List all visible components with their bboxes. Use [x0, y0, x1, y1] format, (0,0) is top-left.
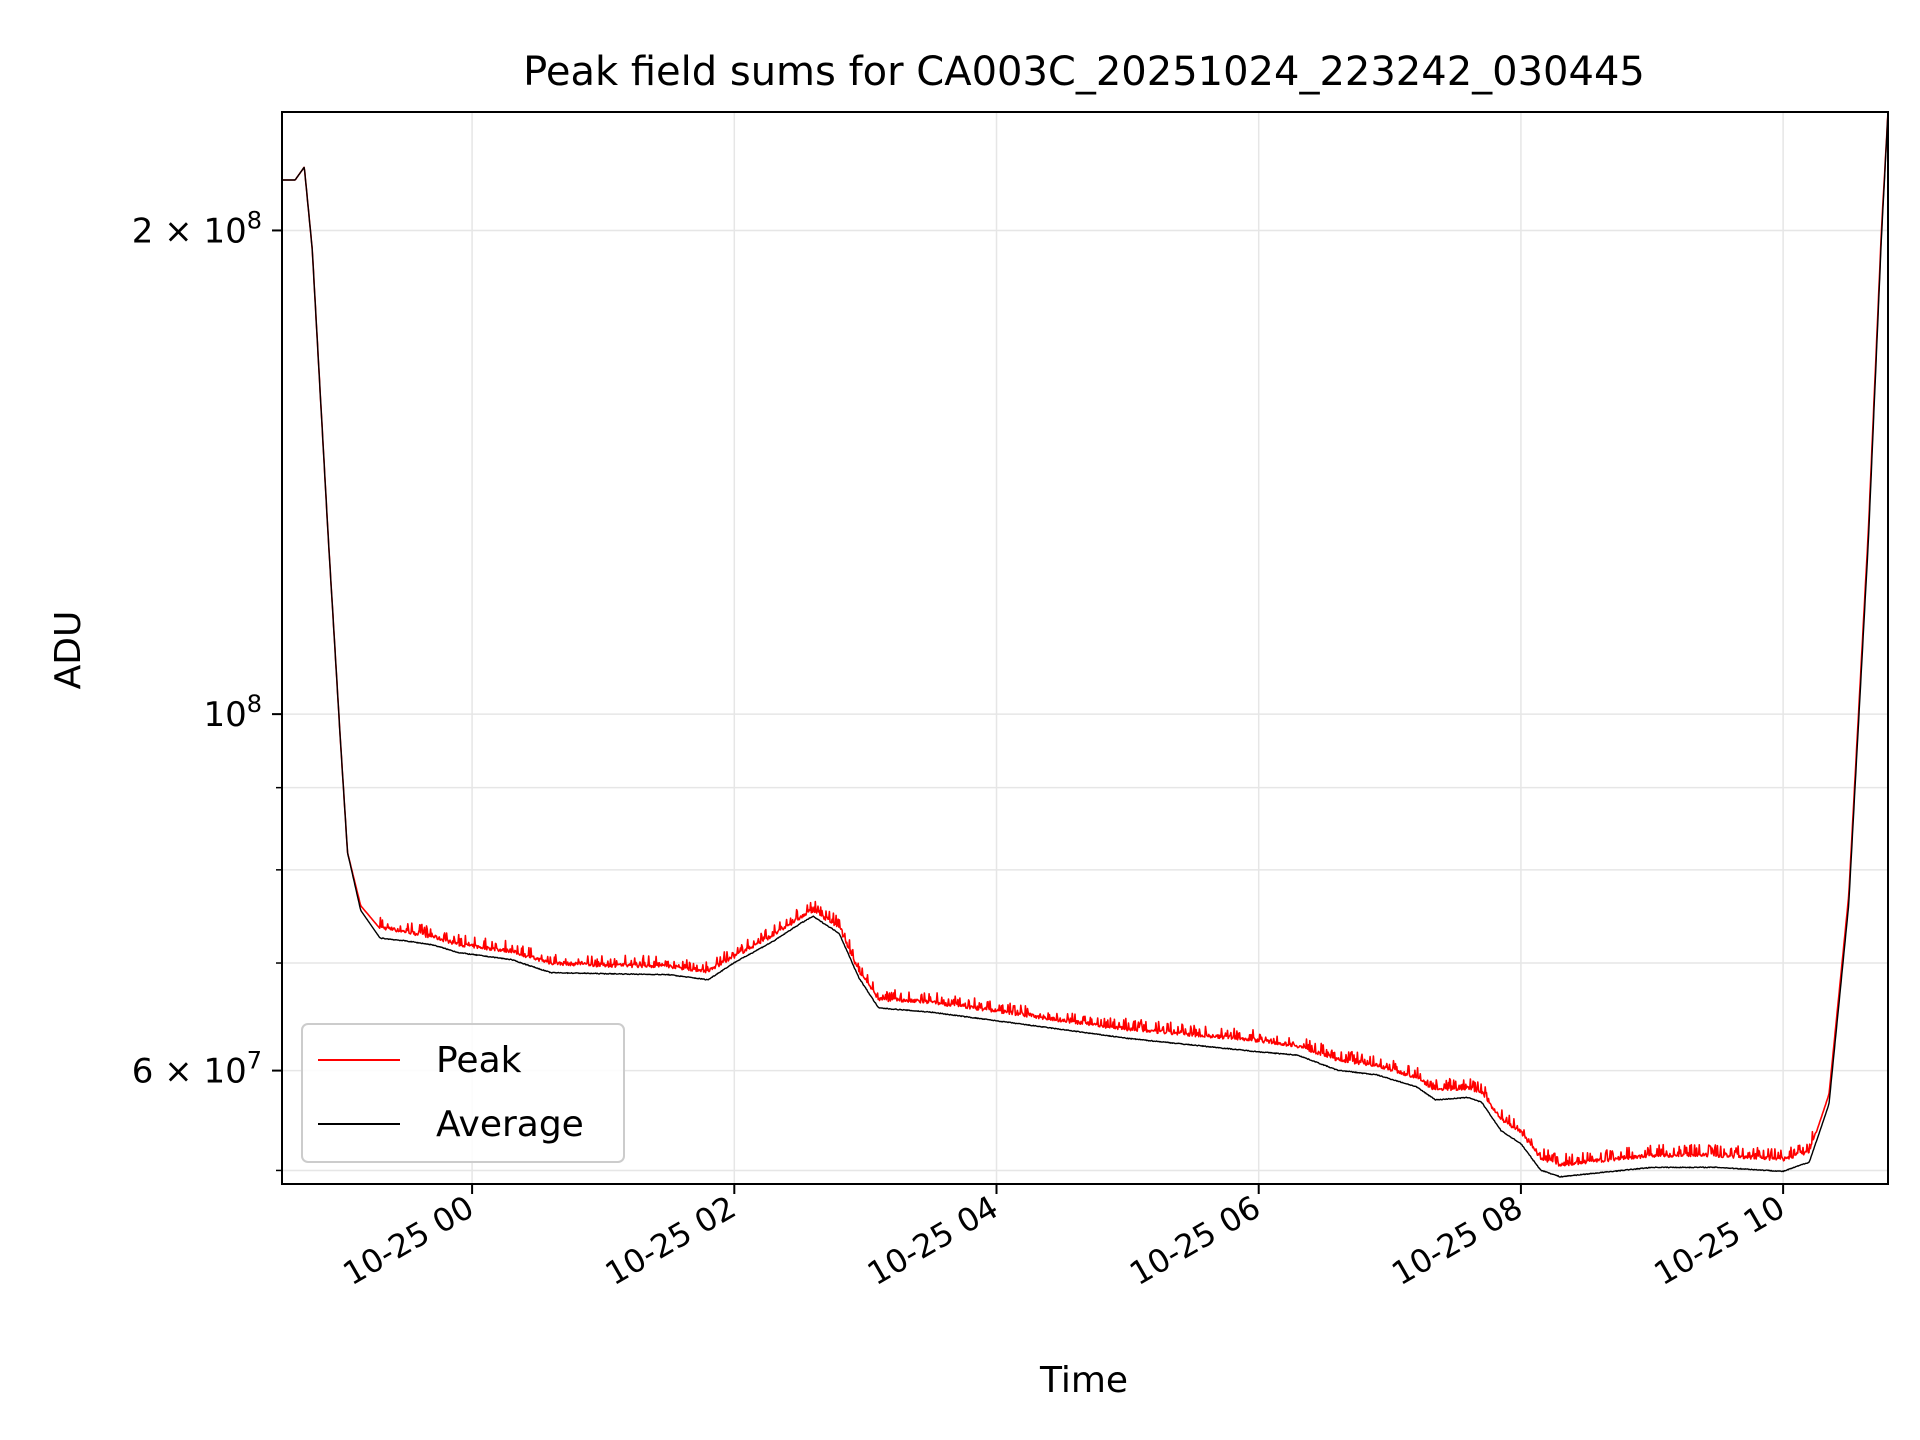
legend-box — [301, 1023, 625, 1163]
chart-title: Peak field sums for CA003C_20251024_2232… — [523, 49, 1645, 95]
peak-series-line — [282, 112, 1888, 1167]
series-layer — [282, 112, 1888, 1178]
x-axis-label: Time — [1039, 1360, 1128, 1401]
plot-frame — [281, 111, 1889, 1185]
average-series-line — [282, 112, 1888, 1178]
y-axis: 108 2 × 108 6 × 107 — [132, 206, 282, 1172]
y-axis-label: ADU — [48, 611, 89, 690]
y-tick-label: 2 × 108 — [132, 206, 262, 251]
legend-average-label: Average — [436, 1104, 584, 1145]
legend: Peak Average — [301, 1023, 625, 1163]
y-tick-label: 108 — [203, 690, 262, 735]
y-tick-label: 6 × 107 — [132, 1047, 262, 1092]
legend-peak-label: Peak — [436, 1040, 522, 1081]
